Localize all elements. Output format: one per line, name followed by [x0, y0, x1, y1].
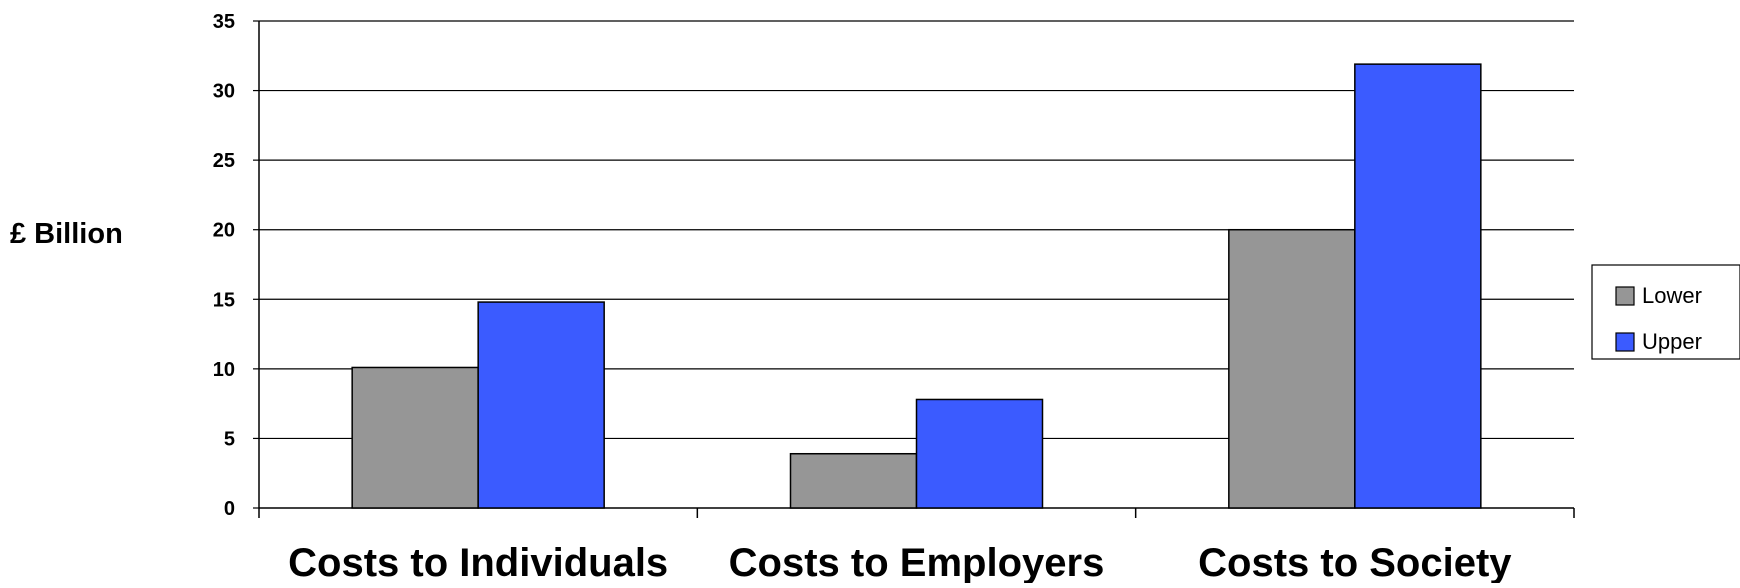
- y-tick-label: 5: [224, 428, 235, 450]
- y-tick-label: 10: [213, 359, 235, 381]
- y-tick-label: 15: [213, 289, 235, 311]
- y-tick-label: 35: [213, 11, 235, 33]
- bar-upper: [477, 301, 605, 509]
- legend-swatch-lower: [1615, 286, 1635, 306]
- y-axis-label: £ Billion: [10, 218, 123, 250]
- x-tick-label: Costs to Individuals: [288, 541, 668, 583]
- bar-lower: [1228, 228, 1356, 509]
- y-tick-label: 20: [213, 220, 235, 242]
- legend-label-upper: Upper: [1642, 329, 1702, 354]
- legend-swatch-upper: [1615, 332, 1635, 352]
- x-tick-label: Costs to Employers: [729, 541, 1105, 583]
- bar-upper: [915, 398, 1044, 509]
- bar-lower: [351, 366, 479, 509]
- legend-label-lower: Lower: [1642, 283, 1702, 308]
- y-tick-label: 30: [213, 81, 235, 103]
- bar-upper: [1354, 63, 1482, 509]
- bar-lower: [789, 452, 918, 509]
- y-tick-label: 25: [213, 150, 235, 172]
- y-tick-label: 0: [224, 498, 235, 520]
- x-tick-label: Costs to Society: [1198, 541, 1512, 583]
